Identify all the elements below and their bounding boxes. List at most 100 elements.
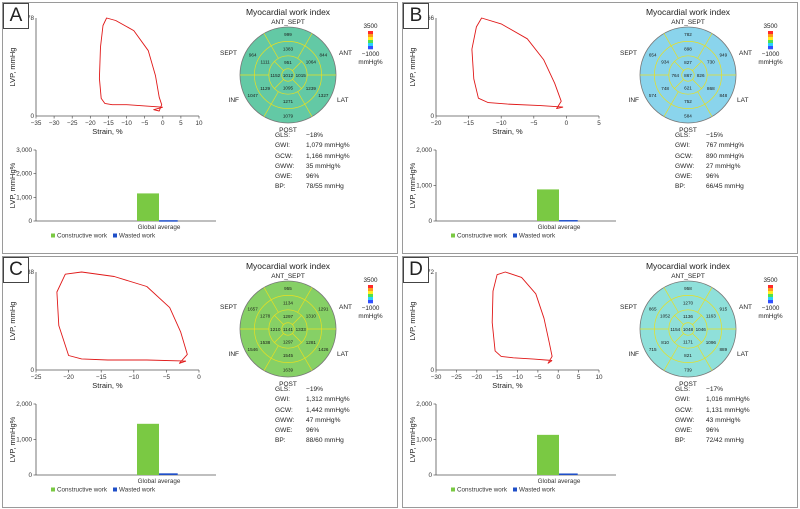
stat-gwe: GWE: 96%: [275, 426, 350, 436]
color-scale-band: [368, 40, 373, 44]
stat-label: GCW:: [675, 152, 693, 160]
segment-divider: [674, 79, 684, 89]
stat-value: 66/45 mmHg: [706, 183, 744, 191]
stat-gcw: GCW: 1,166 mmHg%: [275, 152, 350, 162]
bar-category-label: Global average: [538, 224, 581, 231]
label-inf: INF: [229, 351, 240, 358]
segment-value-mid: 1134: [283, 300, 293, 305]
stat-gwi: GWI: 767 mmHg%: [675, 141, 744, 151]
segment-divider: [692, 61, 702, 71]
segment-value-apex: 867: [684, 73, 692, 78]
segment-divider: [292, 333, 302, 343]
stat-value: 890 mmHg%: [706, 152, 745, 160]
bar-category-label: Global average: [138, 478, 181, 485]
label-ant-sept: ANT_SEPT: [671, 19, 705, 26]
segment-value-mid: 1278: [260, 314, 271, 319]
segment-divider: [674, 61, 684, 71]
panel-letter: A: [3, 3, 29, 29]
segment-value-mid: 1163: [706, 314, 716, 319]
label-sept: SEPT: [620, 50, 637, 57]
segment-value-mid: 1538: [260, 340, 271, 345]
stat-label: BP:: [675, 437, 686, 445]
segment-value-basal: 782: [684, 32, 692, 37]
figure-title: Myocardial work index: [246, 261, 331, 271]
segment-value-apical: 826: [697, 73, 705, 78]
loop-x-tick-label: 0: [565, 120, 569, 127]
stat-label: GWI:: [275, 396, 291, 404]
scale-unit-label: mmHg%: [358, 313, 383, 320]
bar-y-tick-label: 0: [428, 472, 432, 479]
color-scale-band: [768, 285, 773, 289]
color-scale-band: [368, 43, 373, 47]
bar-y-tick-label: 1,000: [16, 437, 32, 444]
stat-value: 1,079 mmHg%: [306, 142, 350, 150]
segment-divider: [692, 315, 702, 325]
bar-y-tick-label: 1,000: [416, 437, 432, 444]
label-post: POST: [279, 127, 297, 134]
segment-value-mid: 934: [661, 60, 669, 65]
stat-gls: GLS: −15%: [675, 131, 744, 141]
segment-value-basal: 955: [284, 286, 292, 291]
legend-wasted-swatch: [113, 233, 117, 238]
color-scale-band: [368, 300, 373, 304]
stat-gwe: GWE: 96%: [675, 426, 750, 436]
segment-divider: [297, 33, 313, 59]
segment-divider: [292, 61, 302, 71]
stat-label: GWE:: [675, 173, 693, 181]
wasted-work-bar: [559, 473, 578, 475]
segment-value-mid: 730: [707, 60, 715, 65]
color-scale-band: [768, 31, 773, 35]
legend-constructive-label: Constructive work: [57, 487, 108, 494]
segment-value-mid: 821: [684, 353, 692, 358]
segment-value-basal: 584: [684, 114, 692, 119]
color-scale-band: [768, 34, 773, 38]
loop-y-tick-label: 66: [427, 15, 435, 22]
legend-wasted-label: Wasted work: [519, 233, 556, 240]
segment-divider: [263, 33, 279, 59]
bar-y-axis-label: LVP, mmHg%: [8, 416, 17, 462]
stat-value: 96%: [706, 427, 720, 435]
stat-label: GWW:: [275, 162, 295, 170]
loop-y-axis-label: LVP, mmHg: [8, 302, 17, 341]
loop-y-tick-label: 0: [30, 367, 34, 374]
stat-bp: BP: 88/60 mmHg: [275, 436, 350, 446]
segment-value-mid: 1310: [306, 314, 317, 319]
bar-y-tick-label: 3,000: [16, 147, 32, 154]
stat-label: GWI:: [675, 142, 691, 150]
segment-value-basal: 1546: [248, 347, 259, 352]
color-scale-band: [768, 294, 773, 298]
segment-value-basal: 1426: [318, 347, 329, 352]
scale-min-label: −1000: [762, 51, 780, 58]
loop-x-tick-label: 5: [577, 374, 581, 381]
segment-divider: [292, 315, 302, 325]
segment-value-mid: 868: [707, 86, 715, 91]
stat-value: 43 mmHg%: [706, 416, 741, 424]
segment-value-apical: 1333: [296, 327, 307, 332]
label-ant-sept: ANT_SEPT: [671, 273, 705, 280]
segment-divider: [297, 91, 313, 117]
segment-value-basal: 574: [649, 93, 657, 98]
stat-label: GCW:: [275, 152, 293, 160]
bullseye-ring: [681, 68, 695, 82]
legend-wasted-swatch: [113, 487, 117, 492]
segment-value-basal: 715: [649, 347, 657, 352]
color-scale-band: [368, 288, 373, 292]
segment-value-mid: 1545: [283, 353, 294, 358]
scale-min-label: −1000: [762, 305, 780, 312]
pressure-strain-loop: [471, 17, 564, 110]
stat-bp: BP: 66/45 mmHg: [675, 182, 744, 192]
wasted-work-bar: [159, 473, 178, 475]
wasted-work-bar: [159, 220, 178, 222]
label-post: POST: [679, 127, 697, 134]
panel-figure: −20 −15 −10 −5 0 5 0 66 Strain, % LVP, mmHg 0 1,000…: [408, 7, 783, 240]
segment-value-basal: 1047: [248, 93, 259, 98]
legend-constructive-swatch: [51, 487, 55, 492]
segment-divider: [697, 345, 713, 371]
loop-x-tick-label: −20: [85, 120, 96, 127]
loop-x-tick-label: −5: [141, 120, 149, 127]
stat-value: 1,312 mmHg%: [306, 396, 350, 404]
segment-value-basal: 889: [719, 347, 727, 352]
stat-label: GWE:: [675, 427, 693, 435]
constructive-work-bar: [537, 434, 559, 475]
stat-value: −18%: [306, 132, 324, 139]
